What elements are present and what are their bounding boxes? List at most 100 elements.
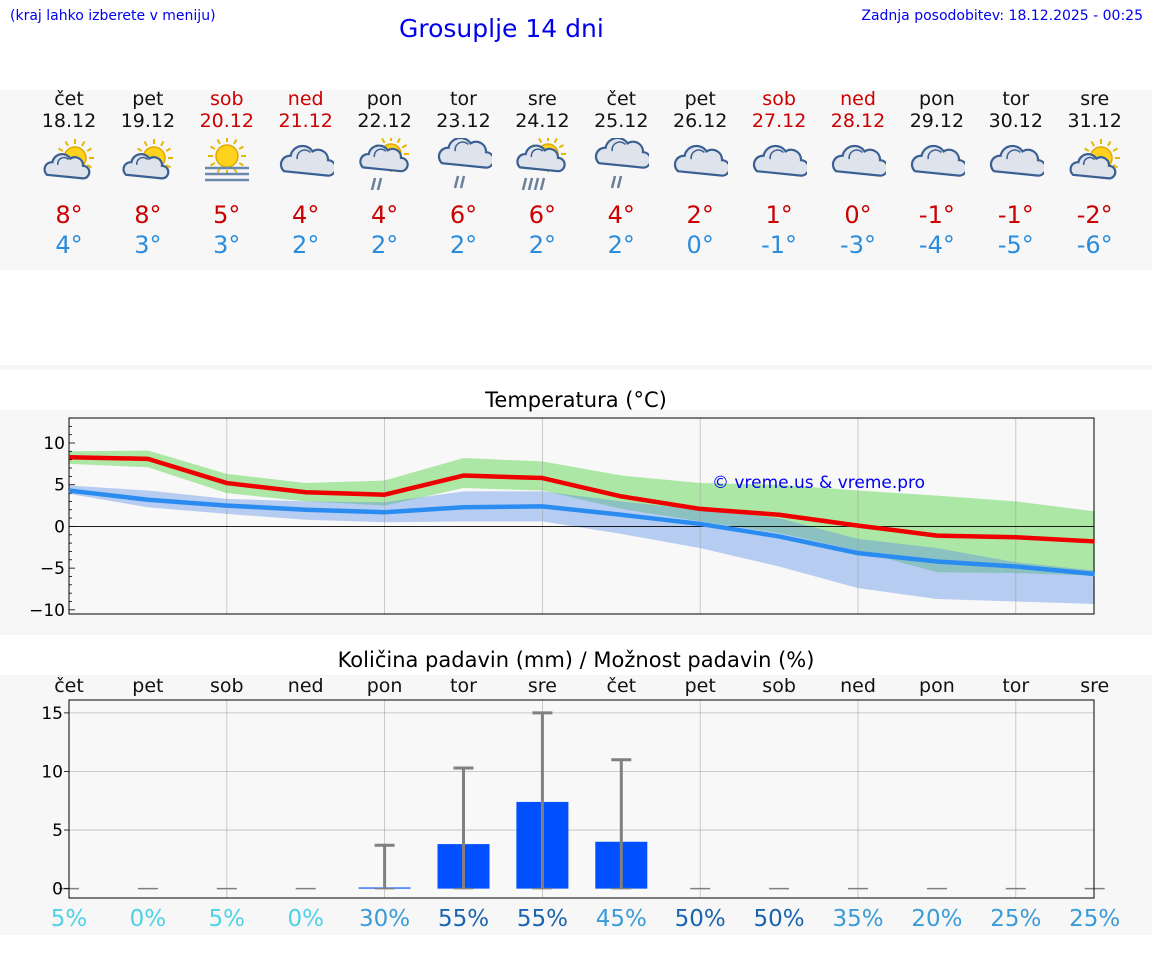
temp-max: 6° — [528, 201, 557, 229]
sun-cloud-rain-icon — [516, 138, 567, 190]
partly-cloudy-icon — [43, 139, 94, 180]
chance-label: 50% — [754, 906, 805, 932]
day-name: ned — [840, 88, 876, 110]
y-tick-label: 5 — [52, 821, 63, 841]
day-column: tor 30.12 -1° -5° — [977, 88, 1055, 260]
temp-min: 4° — [55, 231, 83, 259]
day-name: pon — [366, 88, 403, 110]
precip-day-label: sob — [762, 675, 796, 697]
y-tick-label: 15 — [41, 704, 63, 724]
chance-label: 25% — [990, 906, 1041, 932]
precip-day-label: sre — [528, 675, 557, 697]
day-column: sob 27.12 1° -1° — [740, 88, 818, 260]
precip-day-label: pet — [685, 675, 716, 697]
min-range-band — [69, 485, 1095, 604]
temp-min: 3° — [134, 231, 162, 259]
day-date: 20.12 — [199, 110, 254, 132]
location-menu-hint[interactable]: (kraj lahko izberete v meniju) — [10, 8, 216, 24]
temp-min: 3° — [213, 231, 241, 259]
watermark: © vreme.us & vreme.pro — [712, 473, 925, 493]
max-temp-line — [68, 454, 1095, 544]
day-name: čet — [606, 88, 637, 110]
day-date: 29.12 — [909, 110, 965, 132]
temp-min: -6° — [1076, 231, 1113, 259]
precip-day-label: čet — [54, 675, 84, 697]
day-column: sre 31.12 -2° -6° — [1056, 88, 1134, 260]
plot-frame — [68, 417, 1095, 615]
precip-day-label: pon — [367, 675, 403, 697]
day-name: sre — [1080, 88, 1110, 110]
precip-chart-title: Količina padavin (mm) / Možnost padavin … — [337, 648, 815, 672]
day-date: 22.12 — [357, 110, 412, 132]
temperature-chart: −10 −5 0 5 10 © vreme.us & vreme.pro — [29, 417, 1095, 621]
y-tick-label: 5 — [54, 476, 65, 496]
day-name: čet — [54, 88, 84, 110]
cloud-light-rain-icon — [595, 138, 650, 189]
chance-label: 0% — [130, 906, 167, 932]
chance-label: 0% — [287, 906, 324, 932]
chance-label: 50% — [675, 906, 726, 932]
cloudy-icon — [831, 144, 886, 177]
temp-max: 5° — [213, 201, 241, 229]
day-name: sob — [210, 88, 244, 110]
day-date: 26.12 — [672, 110, 728, 132]
page-title: Grosuplje 14 dni — [399, 14, 604, 43]
precip-day-label: sob — [210, 675, 244, 697]
day-column: pon 29.12 -1° -4° — [898, 88, 976, 260]
y-tick-label: 10 — [43, 434, 65, 454]
precip-day-label: ned — [840, 675, 876, 697]
precip-day-label: ned — [288, 675, 324, 697]
temp-min: 0° — [686, 231, 714, 259]
day-date: 24.12 — [515, 110, 570, 132]
precipitation-chart: čet pet sob ned pon tor sre čet pet sob ned pon tor s… — [41, 675, 1120, 932]
temp-min: 2° — [292, 231, 320, 259]
temp-max: -1° — [997, 201, 1034, 229]
temp-min: 2° — [528, 231, 557, 259]
sun-fog-icon — [204, 138, 249, 182]
temp-max: 1° — [765, 201, 793, 229]
precip-day-label: pet — [132, 675, 163, 697]
chance-label: 35% — [832, 906, 883, 932]
temp-max: 8° — [134, 201, 162, 229]
temp-max: 8° — [55, 201, 83, 229]
precip-day-label: čet — [607, 675, 637, 697]
plot-area — [69, 700, 1094, 898]
day-name: pet — [684, 88, 716, 110]
day-column: sob 20.12 5° 3° — [188, 88, 266, 260]
temp-min: -5° — [997, 231, 1034, 259]
chance-label: 20% — [911, 906, 962, 932]
day-column: pet 19.12 8° 3° — [109, 88, 187, 260]
day-date: 19.12 — [120, 110, 176, 132]
day-date: 27.12 — [751, 110, 807, 132]
chance-label: 25% — [1069, 906, 1120, 932]
y-tick-label: 0 — [54, 517, 65, 537]
min-temp-line — [68, 488, 1095, 577]
cloud-light-rain-icon — [437, 138, 492, 189]
temp-max: 4° — [292, 201, 320, 229]
day-date: 31.12 — [1067, 110, 1122, 132]
chance-label: 55% — [438, 906, 489, 932]
temp-min: 2° — [370, 231, 399, 259]
day-column: tor 23.12 6° 2° — [425, 88, 503, 260]
y-tick-label: 10 — [41, 762, 63, 782]
day-date: 23.12 — [436, 110, 491, 132]
day-column: pet 26.12 2° 0° — [661, 88, 739, 260]
temp-min: 2° — [607, 231, 635, 259]
precip-day-label: pon — [919, 675, 955, 697]
temp-min: -3° — [840, 231, 876, 259]
y-tick-label: 0 — [52, 880, 63, 900]
sun-cloud-light-rain-icon — [358, 138, 409, 190]
temp-max: 4° — [607, 201, 635, 229]
partly-cloudy-icon — [122, 139, 173, 180]
precip-day-label: tor — [450, 675, 477, 697]
y-tick-label: −5 — [40, 559, 65, 579]
cloudy-icon — [674, 144, 729, 177]
day-column: sre 24.12 6° 2° — [503, 88, 581, 260]
precip-day-label: sre — [1080, 675, 1109, 697]
day-name: pet — [132, 88, 164, 110]
day-column: čet 25.12 4° 2° — [582, 88, 660, 260]
chance-label: 30% — [359, 906, 410, 932]
partly-cloudy-icon — [1069, 139, 1120, 180]
last-update: Zadnja posodobitev: 18.12.2025 - 00:25 — [861, 8, 1143, 24]
chance-label: 5% — [209, 906, 246, 932]
